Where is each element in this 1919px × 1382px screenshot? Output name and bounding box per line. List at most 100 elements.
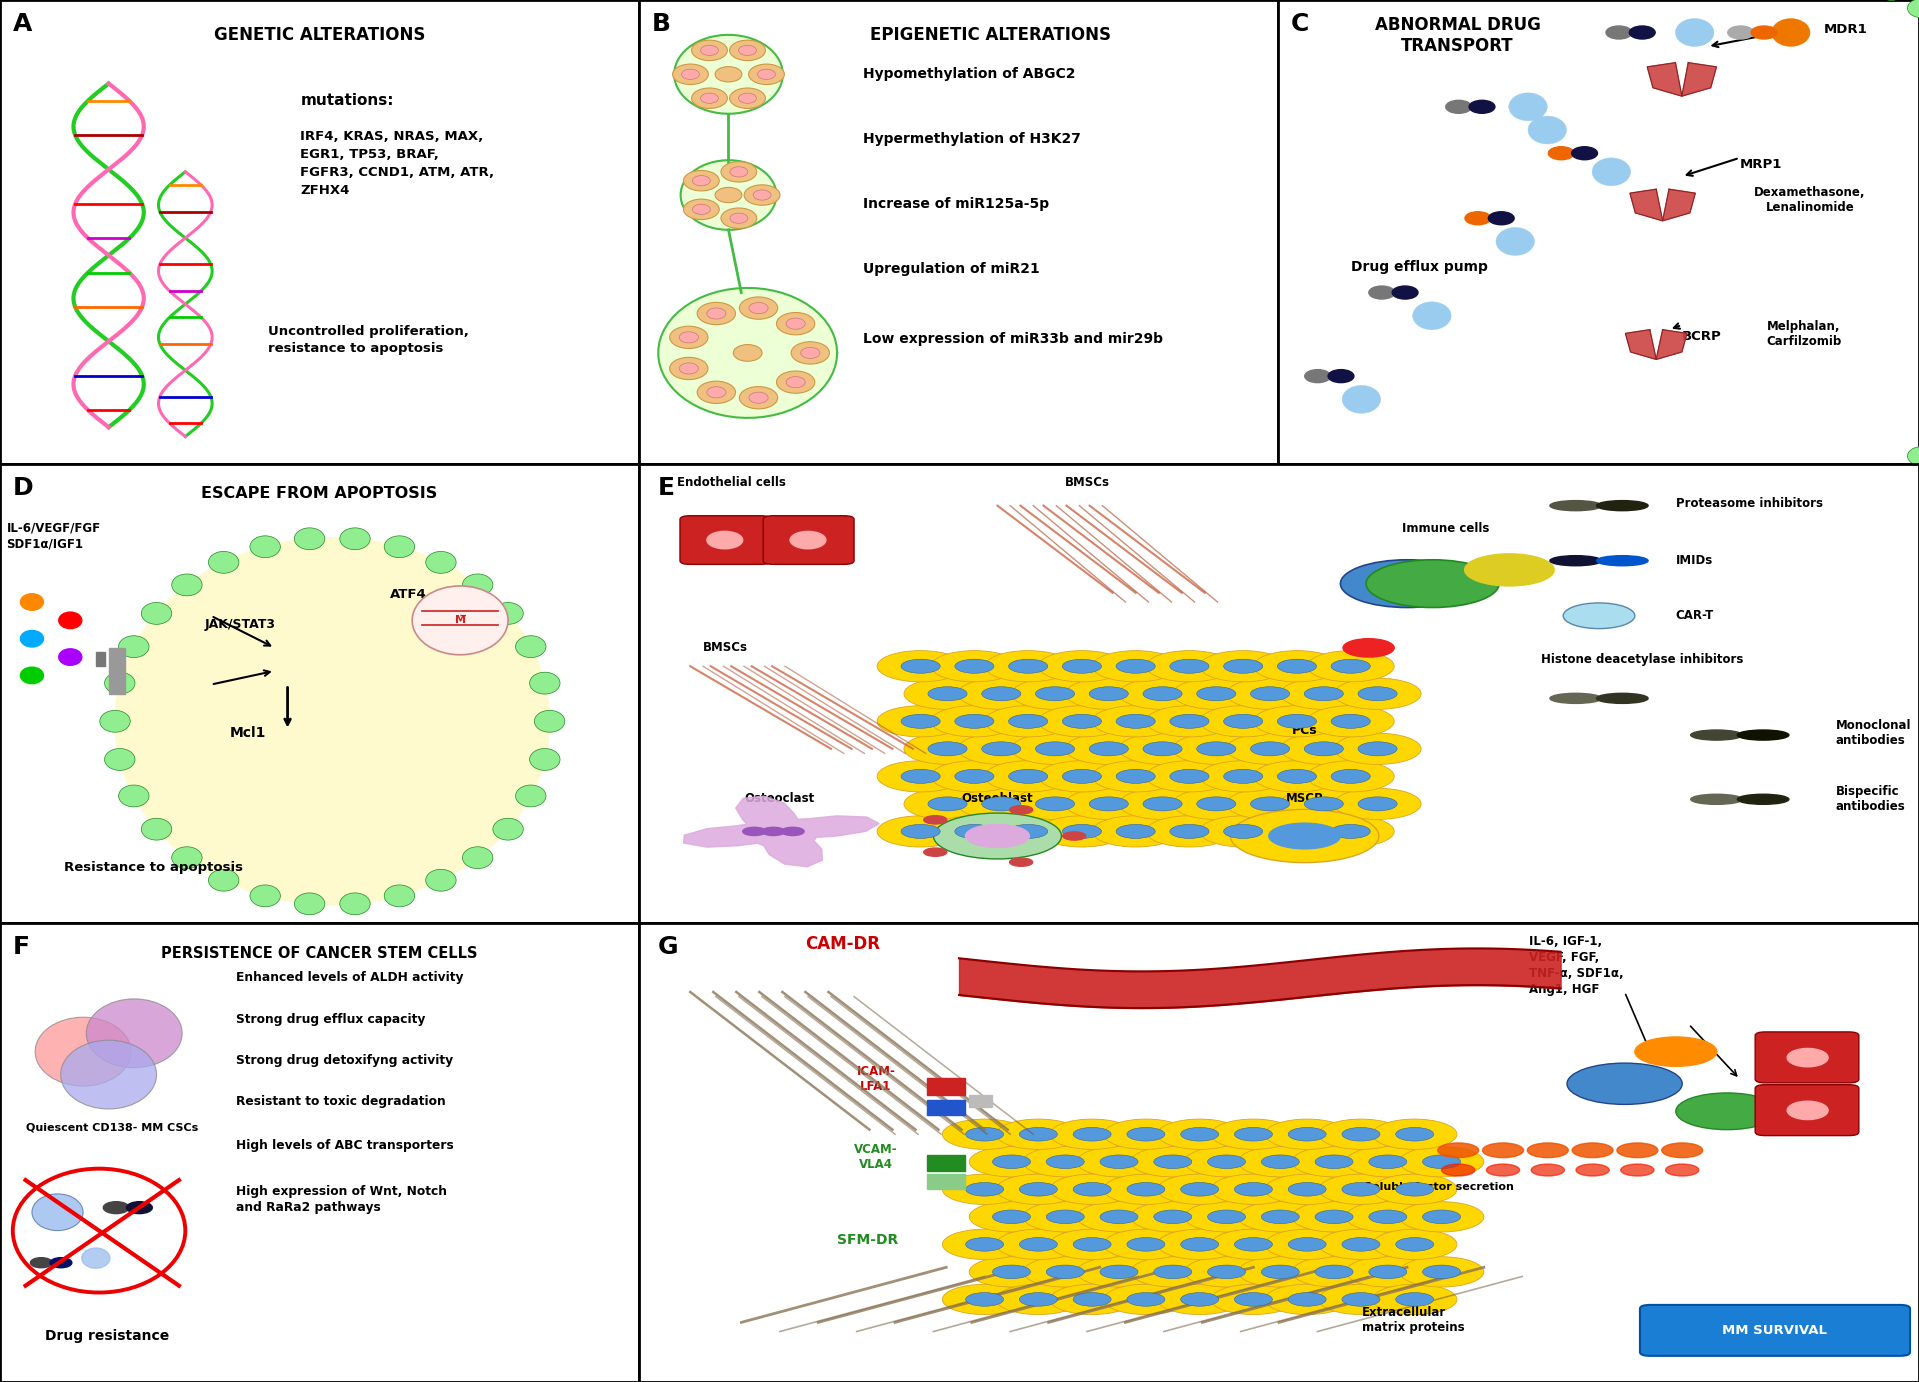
Circle shape [1343,638,1395,656]
Circle shape [942,1119,1027,1150]
Circle shape [923,815,946,824]
Ellipse shape [739,46,756,55]
Circle shape [904,734,990,764]
Ellipse shape [722,162,756,182]
Circle shape [100,710,130,732]
Circle shape [1315,1155,1353,1169]
Circle shape [942,1175,1027,1205]
Ellipse shape [1597,500,1648,511]
Circle shape [1180,1128,1219,1142]
Circle shape [1050,1119,1134,1150]
Circle shape [1146,706,1232,737]
Text: MDR1: MDR1 [1823,23,1867,36]
Circle shape [104,672,134,694]
Ellipse shape [739,93,756,104]
Circle shape [1305,797,1343,811]
Circle shape [1197,742,1236,756]
Circle shape [1808,475,1831,493]
Circle shape [1207,1265,1245,1278]
Circle shape [983,797,1021,811]
Circle shape [956,659,994,673]
Circle shape [1618,1143,1658,1158]
Circle shape [1065,734,1151,764]
Ellipse shape [1737,730,1789,741]
Circle shape [1063,659,1102,673]
Ellipse shape [745,185,779,206]
Text: SFM-DR: SFM-DR [837,1233,898,1247]
Ellipse shape [752,189,771,200]
Text: Resistant to toxic degradation: Resistant to toxic degradation [236,1095,447,1108]
Circle shape [904,679,990,709]
Circle shape [1395,1237,1433,1251]
Circle shape [1368,1211,1407,1223]
Text: Endothelial cells: Endothelial cells [677,475,787,489]
Polygon shape [1647,62,1681,97]
Circle shape [1226,788,1315,820]
Text: ICAM-
LFA1: ICAM- LFA1 [856,1066,896,1093]
Circle shape [969,1202,1054,1231]
Circle shape [743,828,766,836]
Circle shape [142,818,171,840]
Circle shape [1399,1202,1483,1231]
Circle shape [996,1119,1080,1150]
Circle shape [1119,788,1205,820]
Circle shape [1261,1155,1299,1169]
Circle shape [1345,1147,1430,1177]
Circle shape [781,828,804,836]
Circle shape [1372,1284,1457,1314]
FancyBboxPatch shape [679,515,771,564]
Text: Melphalan,
Carfilzomib: Melphalan, Carfilzomib [1765,321,1840,348]
Circle shape [929,797,967,811]
Circle shape [1077,1147,1161,1177]
Text: C: C [1291,11,1309,36]
Circle shape [59,648,83,665]
Circle shape [516,785,547,807]
Circle shape [119,785,150,807]
Ellipse shape [1737,795,1789,804]
Circle shape [1662,1143,1702,1158]
Circle shape [1907,446,1919,466]
Circle shape [1073,1183,1111,1195]
Polygon shape [1625,330,1656,359]
Circle shape [171,847,201,869]
Text: Bispecific
antibodies: Bispecific antibodies [1836,785,1906,813]
Circle shape [1211,1175,1295,1205]
Text: Increase of miR125a-5p: Increase of miR125a-5p [864,198,1050,211]
Ellipse shape [1470,101,1495,113]
Ellipse shape [1597,694,1648,703]
Ellipse shape [729,88,766,108]
FancyBboxPatch shape [1756,1032,1860,1083]
Text: Hypermethylation of H3K27: Hypermethylation of H3K27 [864,133,1080,146]
Circle shape [1441,1164,1476,1176]
Text: ESCAPE FROM APOPTOSIS: ESCAPE FROM APOPTOSIS [201,486,438,502]
Circle shape [1157,1229,1242,1259]
Polygon shape [1812,0,1919,488]
Text: Proteasome inhibitors: Proteasome inhibitors [1675,498,1823,510]
Circle shape [1334,679,1422,709]
Circle shape [1332,825,1370,839]
Ellipse shape [697,381,735,404]
Ellipse shape [722,209,756,228]
Ellipse shape [691,88,727,108]
Circle shape [1315,1211,1353,1223]
Circle shape [384,884,415,907]
Text: GENETIC ALTERATIONS: GENETIC ALTERATIONS [213,25,426,44]
Bar [927,1078,965,1095]
Circle shape [992,1265,1031,1278]
Ellipse shape [683,199,720,220]
Circle shape [171,574,201,596]
Circle shape [1009,770,1048,784]
Circle shape [249,884,280,907]
Circle shape [1412,301,1451,330]
Circle shape [104,749,134,770]
Text: BMSCs: BMSCs [702,641,748,654]
Circle shape [762,828,785,836]
Circle shape [1622,1164,1654,1176]
Circle shape [1077,1202,1161,1231]
Text: D: D [13,475,33,500]
Ellipse shape [1606,26,1631,39]
Text: E: E [658,475,675,500]
Circle shape [1334,734,1422,764]
Text: IRF4, KRAS, NRAS, MAX,
EGR1, TP53, BRAF,
FGFR3, CCND1, ATM, ATR,
ZFHX4: IRF4, KRAS, NRAS, MAX, EGR1, TP53, BRAF,… [301,130,495,198]
Circle shape [1251,687,1290,701]
